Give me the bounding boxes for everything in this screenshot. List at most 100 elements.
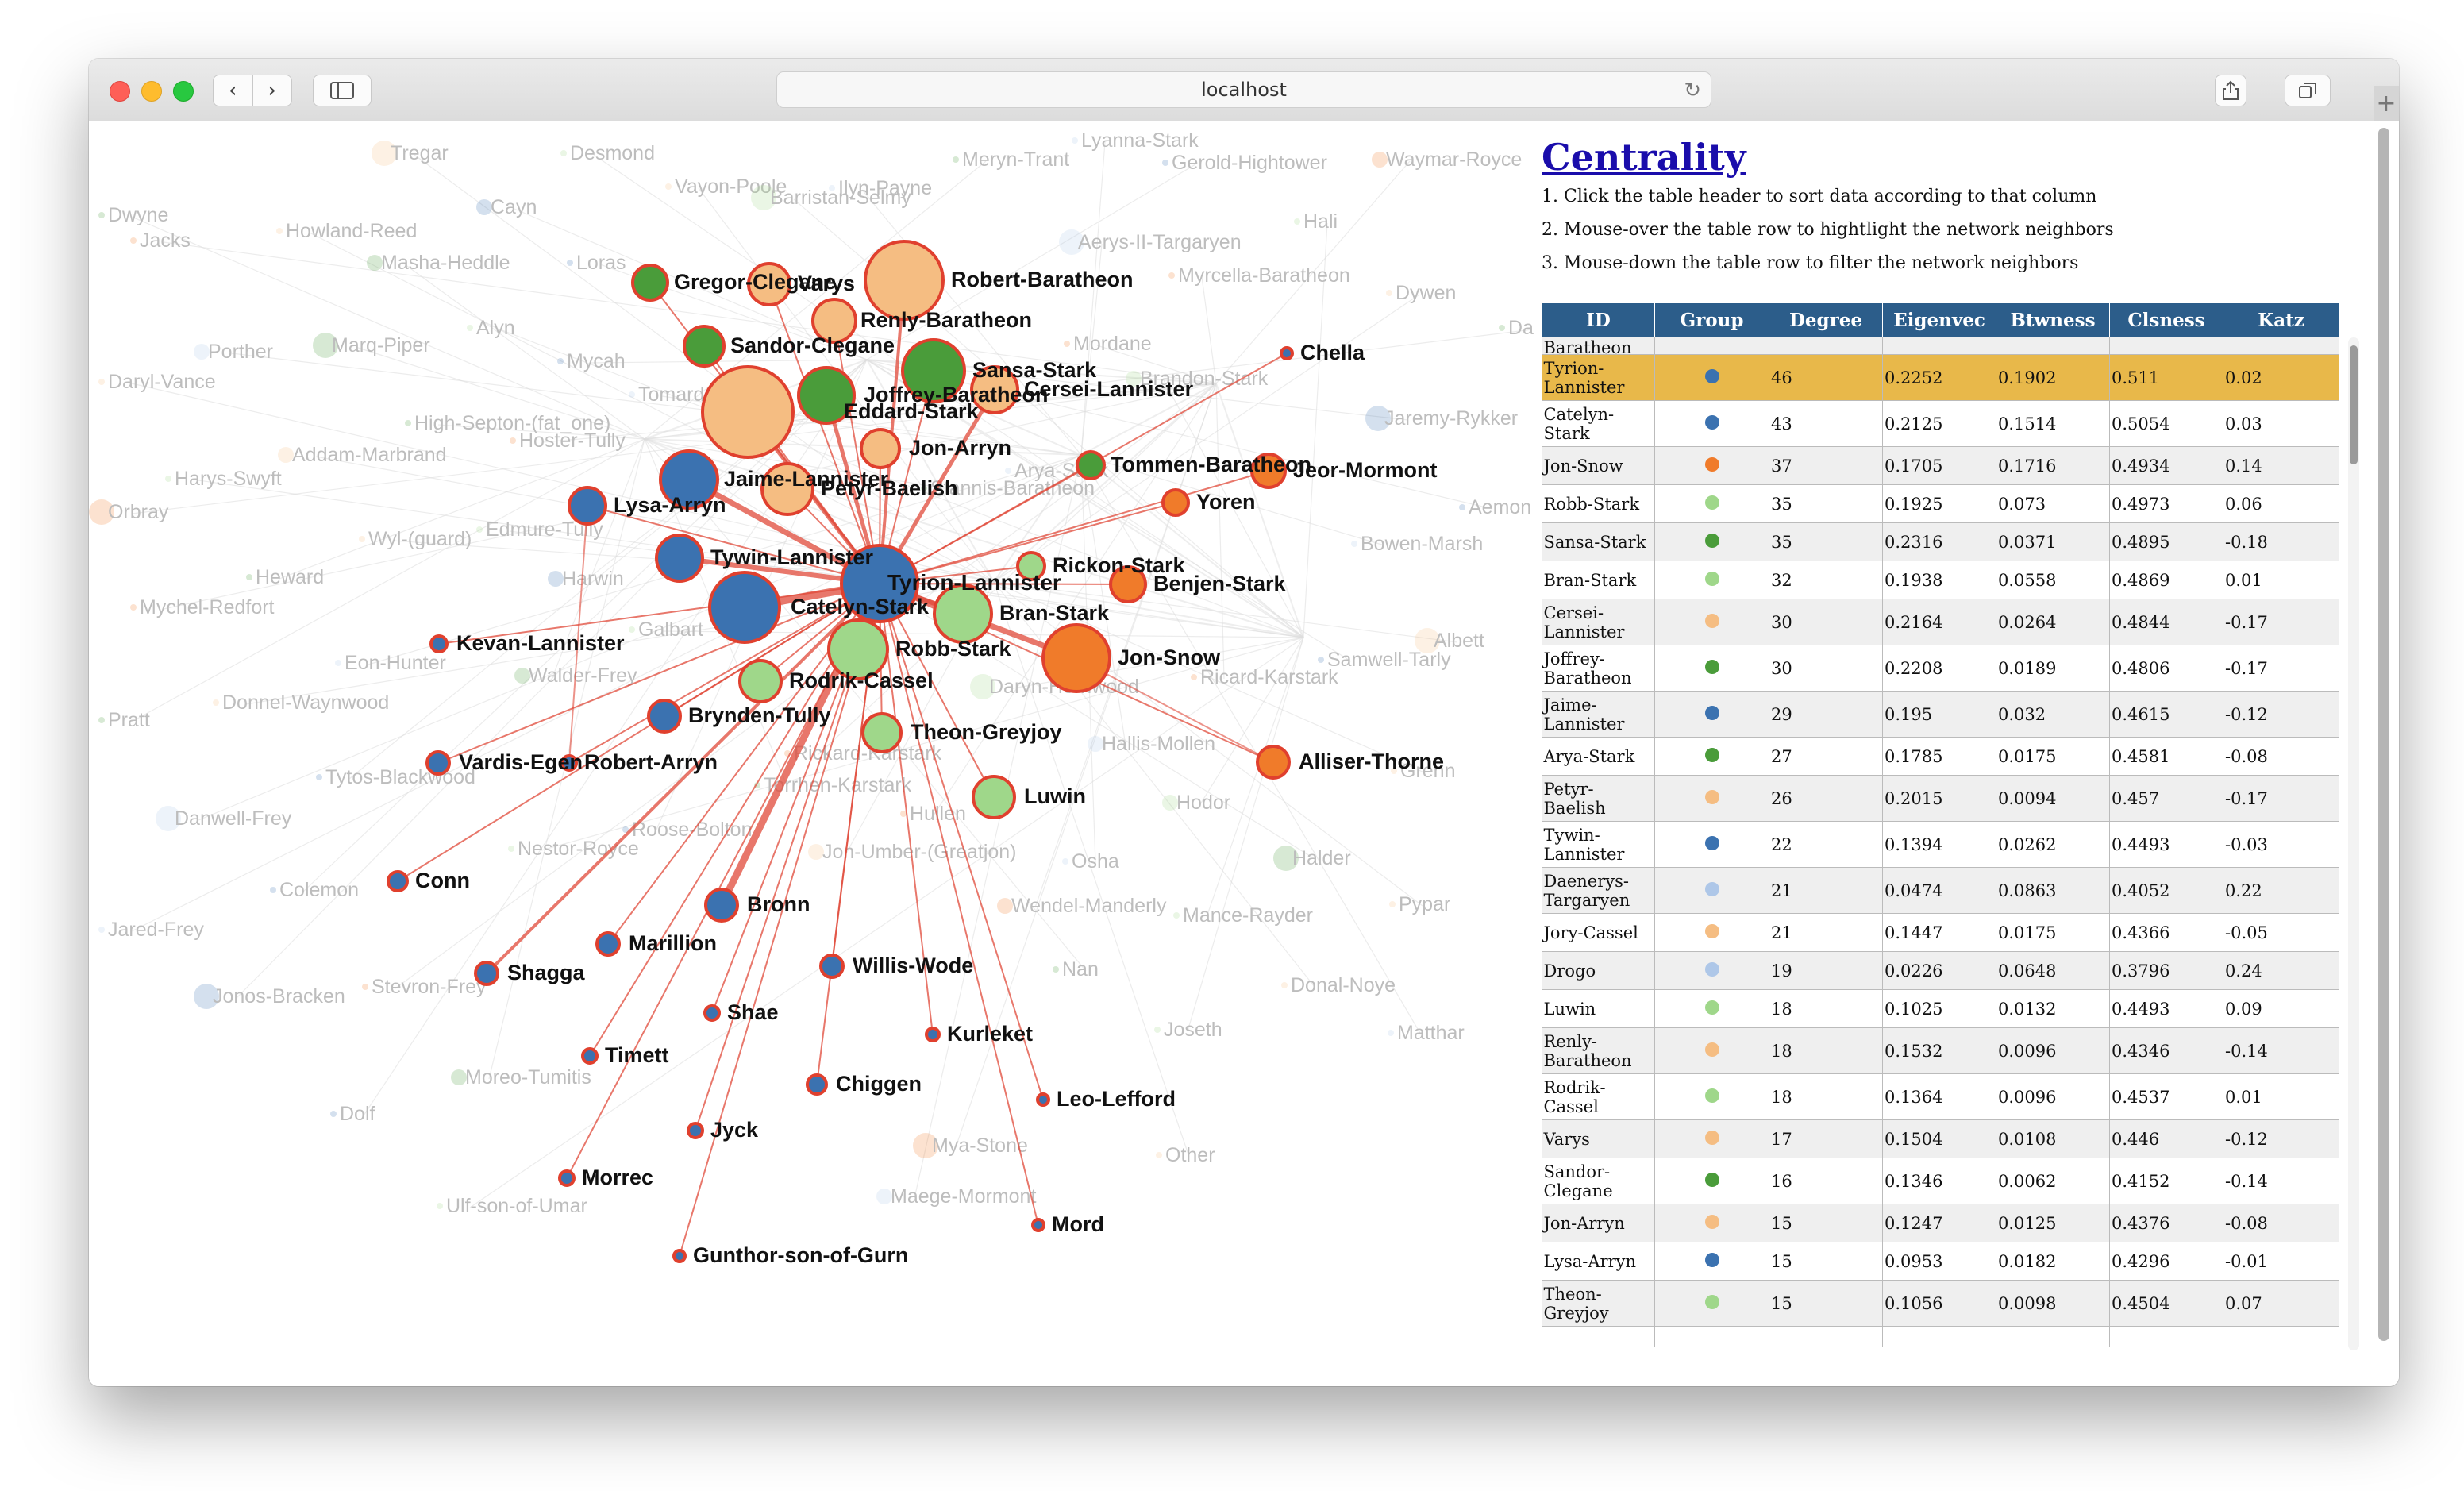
table-row[interactable]: Catelyn-Stark 43 0.2125 0.1514 0.5054 0.03	[1542, 400, 2339, 447]
table-row[interactable]: Sansa-Stark 35 0.2316 0.0371 0.4895 -0.18	[1542, 522, 2339, 561]
column-header-clsness[interactable]: Clsness	[2109, 302, 2223, 337]
network-svg[interactable]: Tregar Desmond Lyanna-Stark Meryn-Trant Gero…	[89, 121, 1534, 1386]
sidebar-toggle-button[interactable]	[313, 75, 372, 106]
cell-katz: -0.12	[2223, 691, 2339, 738]
column-header-degree[interactable]: Degree	[1769, 302, 1883, 337]
table-scrollbar-thumb[interactable]	[2350, 345, 2358, 464]
minimize-window-button[interactable]	[141, 81, 162, 102]
table-row[interactable]: Varys 17 0.1504 0.0108 0.446 -0.12	[1542, 1119, 2339, 1158]
table-row-partial[interactable]: Baratheon	[1542, 337, 2339, 355]
table-row[interactable]: Tywin-Lannister 22 0.1394 0.0262 0.4493 -0.03	[1542, 821, 2339, 868]
faded-node-label: Dwyne	[108, 204, 168, 226]
network-graph[interactable]: Tregar Desmond Lyanna-Stark Meryn-Trant Gero…	[89, 121, 1534, 1386]
cell-eigenvec: 0.1705	[1882, 446, 1996, 485]
faded-node	[622, 826, 629, 833]
faded-node-label: Porther	[208, 341, 273, 363]
node-jeor-mormont	[1250, 453, 1287, 489]
tabs-overview-button[interactable]	[2285, 75, 2331, 106]
page-scrollbar-thumb[interactable]	[2378, 128, 2389, 1341]
column-header-katz[interactable]: Katz	[2223, 302, 2339, 337]
cell-clsness: 0.4346	[2109, 1027, 2223, 1074]
edge-gunthor-son-of-gurn	[679, 583, 880, 1257]
instruction-2: 2. Mouse-over the table row to hightligh…	[1542, 220, 2114, 240]
cell-btwness: 0.0371	[1996, 522, 2110, 561]
table-row[interactable]: Rodrik-Cassel 18 0.1364 0.0096 0.4537 0.01	[1542, 1073, 2339, 1120]
table-row-cutoff[interactable]	[1542, 1326, 2339, 1347]
table-row[interactable]: Sandor-Clegane 16 0.1346 0.0062 0.4152 -0.14	[1542, 1158, 2339, 1204]
table-row[interactable]: Renly-Baratheon 18 0.1532 0.0096 0.4346 -0.14	[1542, 1027, 2339, 1074]
share-button[interactable]	[2215, 75, 2246, 106]
edge-morrec	[566, 583, 880, 1179]
node-shagga	[474, 961, 499, 986]
faded-node-label: Addam-Marbrand	[292, 444, 447, 466]
cell-clsness: 0.4615	[2109, 691, 2223, 738]
instruction-1: 1. Click the table header to sort data a…	[1542, 187, 2097, 206]
node-eddard-stark	[701, 365, 795, 459]
cell-clsness: 0.4537	[2109, 1073, 2223, 1120]
node-label-sandor-clegane: Sandor-Clegane	[730, 333, 895, 357]
table-row[interactable]: Robb-Stark 35 0.1925 0.073 0.4973 0.06	[1542, 484, 2339, 523]
page-title[interactable]: Centrality	[1542, 136, 1746, 179]
background-edge	[1163, 379, 1304, 638]
table-row[interactable]: Daenerys-Targaryen 21 0.0474 0.0863 0.4052 0.…	[1542, 867, 2339, 914]
forward-icon[interactable]: ›	[268, 79, 276, 102]
table-row[interactable]: Arya-Stark 27 0.1785 0.0175 0.4581 -0.08	[1542, 737, 2339, 776]
cell-id: Renly-Baratheon	[1542, 1027, 1655, 1074]
table-row[interactable]: Lysa-Arryn 15 0.0953 0.0182 0.4296 -0.01	[1542, 1242, 2339, 1281]
node-leo-lefford	[1036, 1092, 1050, 1107]
group-color-dot	[1704, 1294, 1719, 1309]
back-icon[interactable]: ‹	[214, 75, 253, 106]
centrality-table-container[interactable]: ID Group Degree Eigenvec Btwness Clsness…	[1542, 302, 2339, 1347]
address-bar[interactable]: localhost ↻	[776, 71, 1711, 108]
column-header-btwness[interactable]: Btwness	[1996, 302, 2110, 337]
node-timett	[581, 1047, 599, 1065]
faded-node	[194, 344, 210, 360]
faded-node-label: Daenerys-Targaryen	[1508, 317, 1534, 339]
faded-node-label: Howland-Reed	[286, 220, 417, 242]
table-row[interactable]: Bran-Stark 32 0.1938 0.0558 0.4869 0.01	[1542, 561, 2339, 599]
table-row[interactable]: Tyrion-Lannister 46 0.2252 0.1902 0.511 0.02	[1542, 354, 2339, 401]
table-row[interactable]: Jory-Cassel 21 0.1447 0.0175 0.4366 -0.05	[1542, 913, 2339, 952]
faded-node-label: Tregar	[391, 142, 449, 164]
faded-node	[316, 774, 322, 780]
table-row[interactable]: Jon-Snow 37 0.1705 0.1716 0.4934 0.14	[1542, 446, 2339, 485]
zoom-window-button[interactable]	[173, 81, 194, 102]
background-edge	[914, 454, 1082, 1199]
cell-id: Tyrion-Lannister	[1542, 354, 1655, 401]
table-row[interactable]: Jon-Arryn 15 0.1247 0.0125 0.4376 -0.08	[1542, 1204, 2339, 1242]
node-label-willis-wode: Willis-Wode	[853, 954, 973, 977]
table-row[interactable]: Theon-Greyjoy 15 0.1056 0.0098 0.4504 0.07	[1542, 1280, 2339, 1327]
cell-katz: -0.08	[2223, 737, 2339, 776]
cell-clsness: 0.4152	[2109, 1158, 2223, 1204]
table-row[interactable]: Luwin 18 0.1025 0.0132 0.4493 0.09	[1542, 989, 2339, 1028]
faded-node-label: Torrhen-Karstark	[764, 774, 912, 796]
table-row[interactable]: Drogo 19 0.0226 0.0648 0.3796 0.24	[1542, 951, 2339, 990]
cell-group	[1654, 691, 1769, 738]
cell-group	[1654, 1027, 1769, 1074]
reload-icon[interactable]: ↻	[1684, 79, 1701, 102]
node-label-jaime-lannister: Jaime-Lannister	[724, 467, 889, 491]
table-row[interactable]: Joffrey-Baratheon 30 0.2208 0.0189 0.4806 -0.…	[1542, 645, 2339, 692]
table-row[interactable]: Petyr-Baelish 26 0.2015 0.0094 0.457 -0.17	[1542, 775, 2339, 822]
background-edge	[993, 581, 1304, 638]
table-row[interactable]: Jaime-Lannister 29 0.195 0.032 0.4615 -0.12	[1542, 691, 2339, 738]
faded-node	[808, 844, 824, 860]
close-window-button[interactable]	[110, 81, 130, 102]
new-tab-button[interactable]: +	[2374, 86, 2399, 121]
edge-jeor-mormont	[879, 470, 1269, 584]
column-header-id[interactable]: ID	[1542, 302, 1655, 337]
cell-clsness: 0.4504	[2109, 1280, 2223, 1327]
column-header-eigenvec[interactable]: Eigenvec	[1882, 302, 1996, 337]
faded-node-label: Jaremy-Rykker	[1384, 407, 1518, 430]
cell-btwness: 0.1716	[1996, 446, 2110, 485]
table-scrollbar[interactable]	[2348, 337, 2359, 1350]
cell-degree: 22	[1769, 821, 1883, 868]
node-yoren	[1161, 488, 1190, 517]
node-label-robert-arryn: Robert-Arryn	[584, 750, 718, 774]
faded-node-label: Masha-Heddle	[381, 252, 510, 274]
faded-node-label: Bowen-Marsh	[1361, 533, 1483, 555]
cell-eigenvec: 0.2208	[1882, 645, 1996, 692]
faded-node-label: Eon-Hunter	[345, 652, 446, 674]
table-row[interactable]: Cersei-Lannister 30 0.2164 0.0264 0.4844 -0.1…	[1542, 599, 2339, 645]
column-header-group[interactable]: Group	[1654, 302, 1769, 337]
